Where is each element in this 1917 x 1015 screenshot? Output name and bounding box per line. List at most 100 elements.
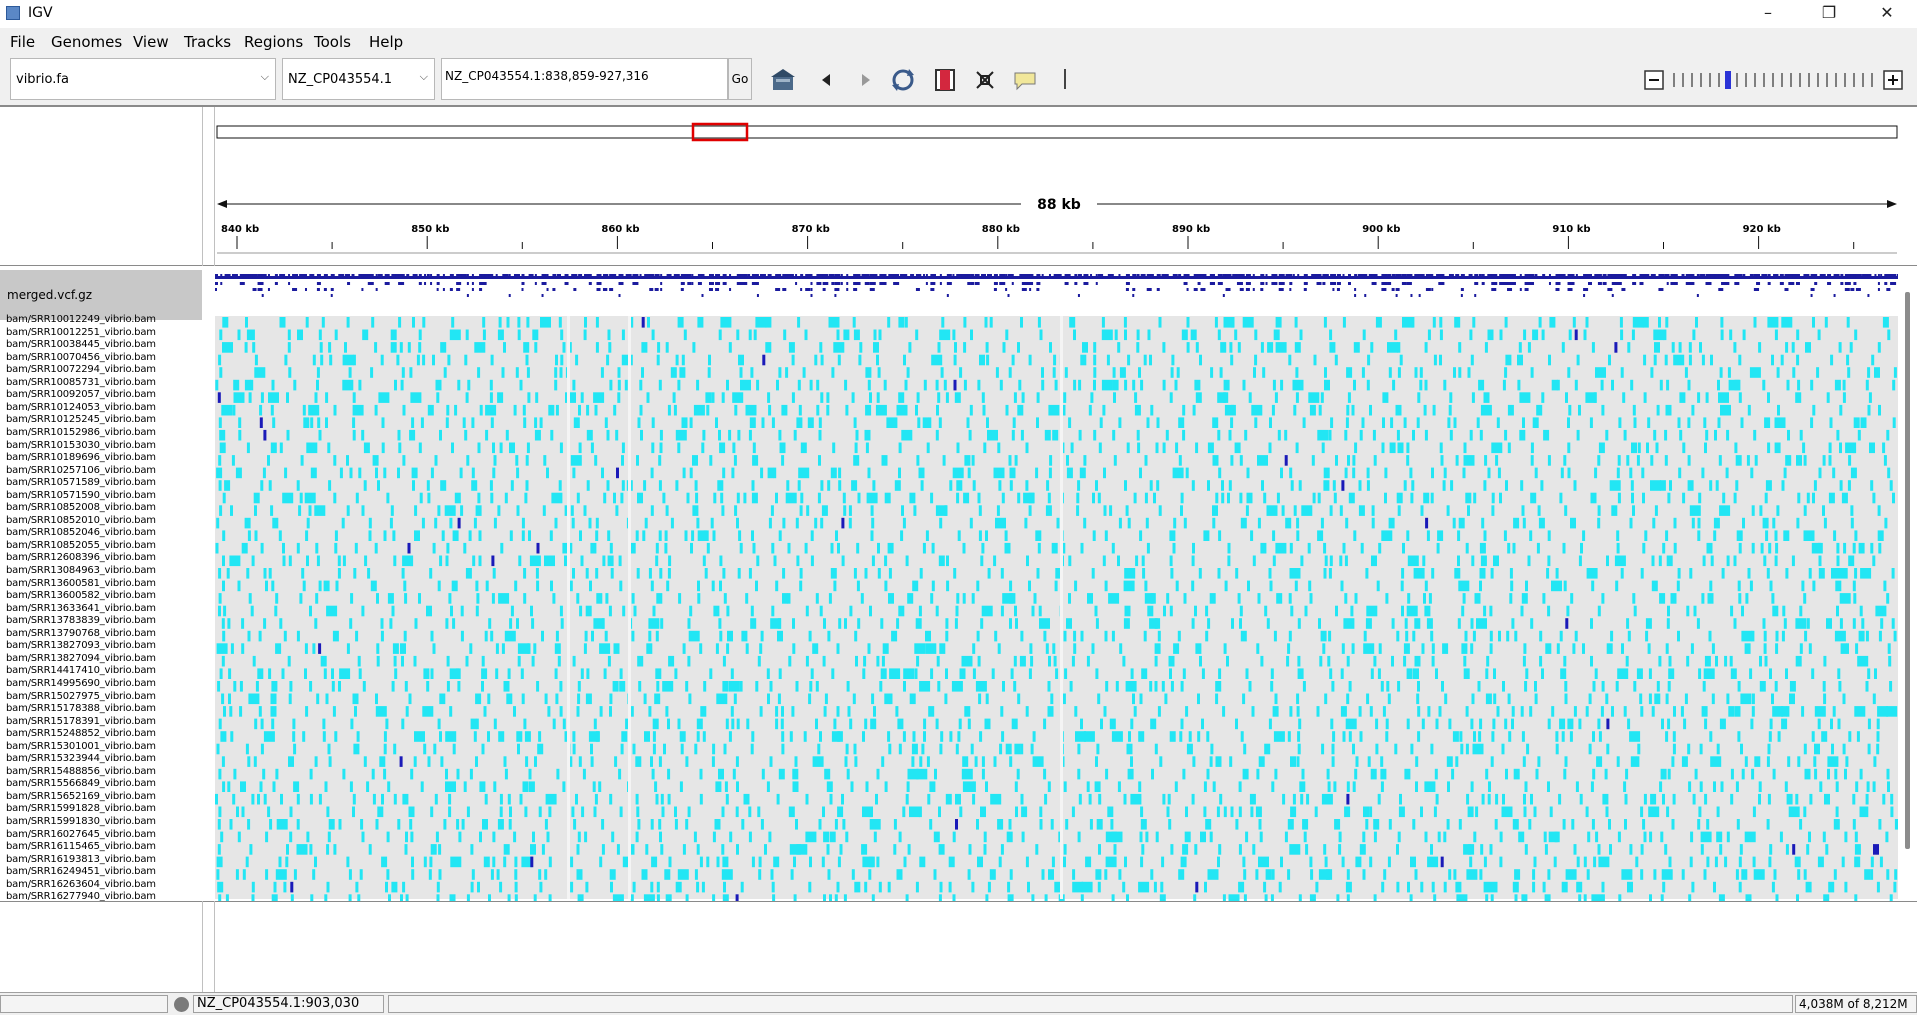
ruler-panel[interactable]: 88 kb 840 kb 850 kb 860 kb 870 kb 880 kb 890 … bbox=[215, 105, 1898, 265]
zoom-slider[interactable] bbox=[1673, 71, 1873, 89]
sample-track-name[interactable]: bam/SRR10012249_vibrio.bam bbox=[6, 314, 156, 325]
sample-track-name[interactable]: bam/SRR10152986_vibrio.bam bbox=[6, 426, 156, 438]
sample-track-name[interactable]: bam/SRR10852046_vibrio.bam bbox=[6, 527, 156, 539]
sample-track-name[interactable]: bam/SRR10153030_vibrio.bam bbox=[6, 439, 156, 451]
vcf-track-name[interactable]: merged.vcf.gz bbox=[0, 270, 202, 320]
sample-track-name[interactable]: bam/SRR15301001_vibrio.bam bbox=[6, 740, 156, 752]
locus-search-input[interactable]: NZ_CP043554.1:838,859-927,316 bbox=[441, 58, 728, 100]
sample-track-name[interactable]: bam/SRR10070456_vibrio.bam bbox=[6, 351, 156, 363]
forward-icon[interactable] bbox=[852, 67, 878, 93]
sample-track-name[interactable]: bam/SRR15488856_vibrio.bam bbox=[6, 765, 156, 777]
sample-track-name[interactable]: bam/SRR15027975_vibrio.bam bbox=[6, 690, 156, 702]
popup-text-icon[interactable] bbox=[1012, 67, 1038, 93]
go-button[interactable]: Go bbox=[728, 58, 752, 100]
variant-data-panel[interactable] bbox=[215, 266, 1898, 901]
genotype-call bbox=[1385, 718, 1389, 730]
menu-tracks[interactable]: Tracks bbox=[184, 33, 232, 51]
refresh-icon[interactable] bbox=[890, 67, 916, 93]
menu-genomes[interactable]: Genomes bbox=[51, 33, 123, 51]
close-button[interactable]: ✕ bbox=[1880, 3, 1894, 22]
resize-icon[interactable] bbox=[972, 67, 998, 93]
genotype-call bbox=[235, 869, 239, 880]
sample-track-name[interactable]: bam/SRR10072294_vibrio.bam bbox=[6, 364, 156, 376]
sample-track-name[interactable]: bam/SRR13783839_vibrio.bam bbox=[6, 615, 156, 627]
sample-track-name[interactable]: bam/SRR15178388_vibrio.bam bbox=[6, 703, 156, 715]
genotype-call bbox=[717, 480, 724, 491]
sample-track-name[interactable]: bam/SRR10571589_vibrio.bam bbox=[6, 477, 156, 489]
sample-track-name[interactable]: bam/SRR10571590_vibrio.bam bbox=[6, 489, 156, 501]
genotype-call bbox=[1806, 844, 1810, 855]
sample-track-name[interactable]: bam/SRR16115465_vibrio.bam bbox=[6, 841, 156, 853]
sample-track-name[interactable]: bam/SRR16263604_vibrio.bam bbox=[6, 878, 156, 890]
sample-track-name[interactable]: bam/SRR13084963_vibrio.bam bbox=[6, 565, 156, 576]
sample-track-name[interactable]: bam/SRR10125245_vibrio.bam bbox=[6, 414, 156, 426]
sample-track-name[interactable]: bam/SRR16193813_vibrio.bam bbox=[6, 853, 156, 865]
feature-panel[interactable] bbox=[0, 902, 1917, 992]
genotype-call bbox=[1230, 455, 1234, 466]
menu-tools[interactable]: Tools bbox=[314, 33, 351, 51]
sample-track-name[interactable]: bam/SRR10092057_vibrio.bam bbox=[6, 389, 156, 401]
genotype-call bbox=[916, 455, 920, 466]
genotype-call bbox=[297, 329, 303, 341]
track-name-panel[interactable]: merged.vcf.gz bam/SRR10012249_vibrio.bam… bbox=[0, 266, 202, 901]
zoom-widget[interactable] bbox=[1640, 67, 1910, 93]
genotype-call bbox=[894, 480, 901, 491]
sample-track-name[interactable]: bam/SRR10189696_vibrio.bam bbox=[6, 452, 156, 464]
sample-track-name[interactable]: bam/SRR16027645_vibrio.bam bbox=[6, 828, 156, 840]
menu-view[interactable]: View bbox=[133, 33, 169, 51]
genotype-call bbox=[1080, 718, 1083, 730]
sample-track-name[interactable]: bam/SRR15652169_vibrio.bam bbox=[6, 790, 156, 802]
genotype-call bbox=[1795, 793, 1799, 805]
chromosome-dropdown[interactable]: NZ_CP043554.1 ⌵ bbox=[282, 58, 435, 100]
sample-track-name[interactable]: bam/SRR15323944_vibrio.bam bbox=[6, 753, 156, 765]
sample-track-name[interactable]: bam/SRR10124053_vibrio.bam bbox=[6, 401, 156, 413]
genotype-call bbox=[488, 894, 491, 901]
region-of-interest-icon[interactable] bbox=[932, 67, 958, 93]
sample-track-name[interactable]: bam/SRR15991830_vibrio.bam bbox=[6, 816, 156, 827]
variant-site bbox=[1316, 282, 1322, 285]
genotype-call bbox=[216, 467, 223, 479]
sample-track-name[interactable]: bam/SRR13633641_vibrio.bam bbox=[6, 602, 156, 614]
sample-track-name[interactable]: bam/SRR14417410_vibrio.bam bbox=[6, 665, 156, 677]
sample-track-name[interactable]: bam/SRR10852008_vibrio.bam bbox=[6, 502, 156, 514]
genotype-call bbox=[1564, 505, 1568, 516]
sample-track-name[interactable]: bam/SRR13790768_vibrio.bam bbox=[6, 627, 156, 639]
sample-track-name[interactable]: bam/SRR16277940_vibrio.bam bbox=[6, 891, 156, 901]
sample-track-name[interactable]: bam/SRR16249451_vibrio.bam bbox=[6, 866, 156, 878]
genome-dropdown[interactable]: vibrio.fa ⌵ bbox=[10, 58, 276, 100]
menu-help[interactable]: Help bbox=[369, 33, 404, 51]
minimize-button[interactable]: – bbox=[1764, 3, 1772, 22]
genotype-call bbox=[485, 429, 489, 441]
back-icon[interactable] bbox=[814, 67, 840, 93]
maximize-button[interactable]: ❐ bbox=[1821, 3, 1837, 22]
genotype-call bbox=[236, 806, 239, 818]
genotype-call bbox=[719, 580, 722, 592]
genotype-call bbox=[1893, 881, 1897, 893]
sample-track-name[interactable]: bam/SRR13827094_vibrio.bam bbox=[6, 652, 156, 664]
sample-track-name[interactable]: bam/SRR15178391_vibrio.bam bbox=[6, 715, 156, 727]
sample-track-name[interactable]: bam/SRR14995690_vibrio.bam bbox=[6, 677, 156, 689]
genotype-call bbox=[1359, 429, 1363, 441]
sample-track-name[interactable]: bam/SRR10085731_vibrio.bam bbox=[6, 376, 156, 388]
genotype-call bbox=[296, 819, 300, 830]
sample-track-name[interactable]: bam/SRR13600582_vibrio.bam bbox=[6, 590, 156, 602]
vertical-scrollbar[interactable] bbox=[1905, 292, 1910, 849]
home-icon[interactable] bbox=[770, 67, 796, 93]
sample-track-name[interactable]: bam/SRR10257106_vibrio.bam bbox=[6, 464, 156, 476]
sample-track-name[interactable]: bam/SRR10852055_vibrio.bam bbox=[6, 539, 156, 551]
sample-track-name[interactable]: bam/SRR13827093_vibrio.bam bbox=[6, 640, 156, 652]
menu-file[interactable]: File bbox=[10, 33, 36, 51]
genotype-call bbox=[1028, 492, 1035, 504]
sample-track-name[interactable]: bam/SRR10852010_vibrio.bam bbox=[6, 514, 156, 526]
sample-track-name[interactable]: bam/SRR13600581_vibrio.bam bbox=[6, 577, 156, 589]
genotype-call bbox=[864, 429, 871, 441]
genotype-call bbox=[1145, 831, 1149, 843]
genotype-call bbox=[1348, 492, 1355, 504]
sample-track-name[interactable]: bam/SRR15248852_vibrio.bam bbox=[6, 728, 156, 740]
sample-track-name[interactable]: bam/SRR10038445_vibrio.bam bbox=[6, 339, 156, 351]
sample-track-name[interactable]: bam/SRR10012251_vibrio.bam bbox=[6, 326, 156, 338]
sample-track-name[interactable]: bam/SRR15991828_vibrio.bam bbox=[6, 803, 156, 815]
sample-track-name[interactable]: bam/SRR12608396_vibrio.bam bbox=[6, 552, 156, 564]
sample-track-name[interactable]: bam/SRR15566849_vibrio.bam bbox=[6, 778, 156, 790]
menu-regions[interactable]: Regions bbox=[244, 33, 304, 51]
